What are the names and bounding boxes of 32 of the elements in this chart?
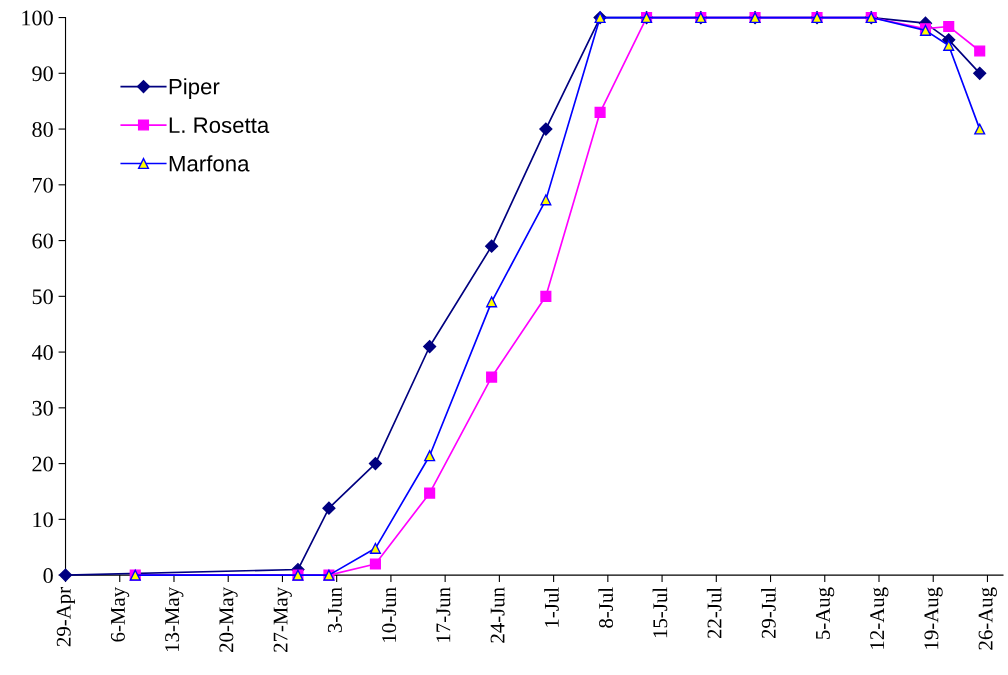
x-tick-label: 24-Jun bbox=[490, 587, 505, 643]
legend-label: Piper bbox=[169, 78, 220, 99]
x-tick-label: 29-Apr bbox=[56, 587, 75, 647]
x-tick-label: 29-Jul bbox=[761, 587, 776, 639]
legend-label: Marfona bbox=[169, 155, 250, 172]
legend-label: L. Rosetta bbox=[169, 117, 270, 134]
x-tick-label: 12-Aug bbox=[870, 587, 889, 649]
x-tick-label: 27-May bbox=[273, 586, 292, 652]
x-tick-label: 5-Aug bbox=[815, 587, 835, 639]
x-tick-label: 22-Jul bbox=[706, 587, 722, 639]
x-tick-label: 10-Jun bbox=[382, 587, 397, 642]
y-tick-label: 70 bbox=[32, 177, 53, 193]
x-tick-label: 17-Jun bbox=[436, 587, 451, 642]
y-tick-label: 60 bbox=[32, 233, 53, 249]
x-tick-label: 20-May bbox=[219, 586, 238, 652]
y-tick-label: 0 bbox=[43, 568, 53, 584]
y-tick-label: 100 bbox=[22, 10, 53, 26]
y-tick-label: 20 bbox=[32, 456, 53, 472]
x-tick-label: 13-May bbox=[165, 586, 184, 652]
y-tick-label: 50 bbox=[32, 289, 53, 305]
x-tick-label: 26-Aug bbox=[978, 587, 997, 650]
x-tick-label: 19-Aug bbox=[924, 587, 943, 649]
x-tick-label: 1-Jul bbox=[544, 587, 559, 627]
x-tick-label: 6-May bbox=[110, 586, 130, 642]
x-tick-label: 15-Jul bbox=[652, 587, 668, 638]
y-tick-label: 90 bbox=[32, 66, 53, 82]
x-tick-label: 8-Jul bbox=[598, 587, 614, 628]
y-tick-label: 10 bbox=[33, 512, 53, 528]
y-tick-label: 80 bbox=[32, 121, 53, 137]
x-tick-label: 3-Jun bbox=[327, 587, 342, 633]
y-tick-label: 30 bbox=[32, 400, 53, 416]
y-tick-label: 40 bbox=[31, 345, 53, 361]
